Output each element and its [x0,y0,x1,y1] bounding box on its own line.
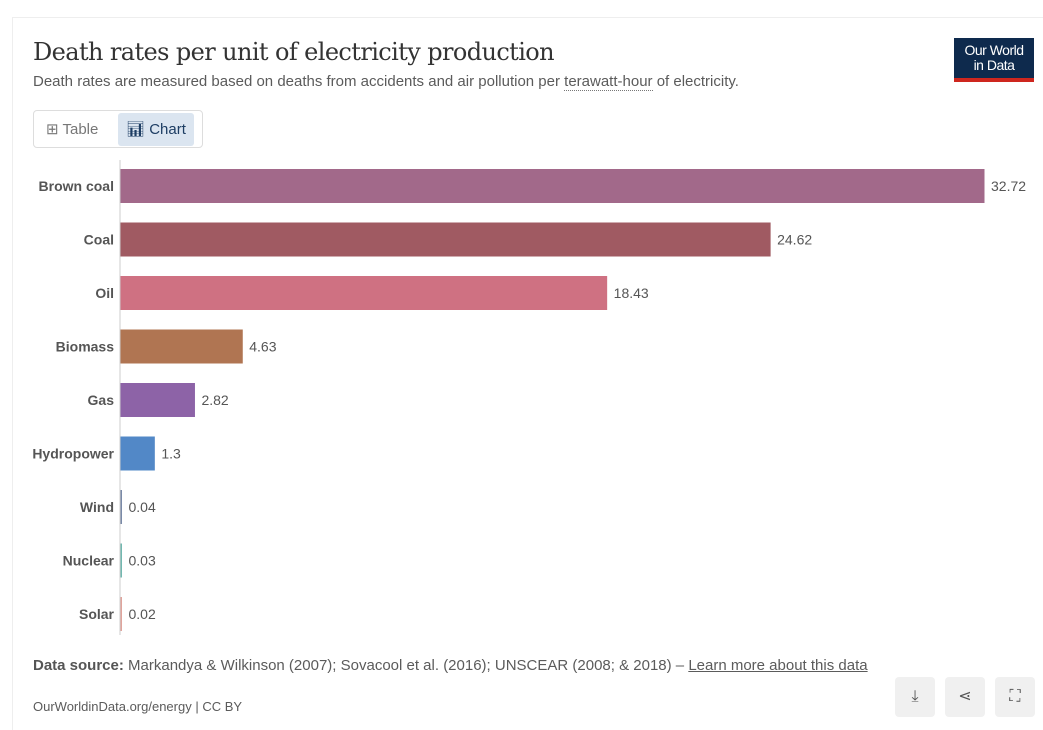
share-button[interactable]: ⋖ [945,677,985,717]
bar[interactable] [120,276,608,310]
bar-chart: Brown coal 32.72 Coal 24.62 Oil 18.43 Biomass 4… [32,160,1026,635]
category-label: Nuclear [63,553,115,569]
chart-icon: 📊︎ [126,121,146,138]
subtitle-text: Death rates are measured based on deaths… [33,73,565,90]
footer-url[interactable]: OurWorldinData.org/energy | CC BY [33,699,243,714]
value-label: 24.62 [777,232,812,248]
source-label: Data source: [33,657,124,674]
logo-line2: in Data [973,57,1015,73]
table-icon: ⊞ [46,121,59,138]
value-label: 0.04 [129,499,156,515]
value-label: 4.63 [249,339,276,355]
value-label: 32.72 [991,178,1026,194]
bar[interactable] [120,222,771,257]
value-label: 18.43 [614,285,649,301]
card [12,17,1043,730]
category-label: Oil [95,285,114,301]
chart-title: Death rates per unit of electricity prod… [33,38,555,66]
learn-more-link[interactable]: Learn more about this data [688,657,868,674]
chart-subtitle: Death rates are measured based on deaths… [33,73,739,91]
share-icon: ⋖ [958,688,972,705]
tab-table[interactable]: ⊞ Table [38,113,106,146]
tab-chart-label: Chart [149,121,186,138]
tab-chart[interactable]: 📊︎ Chart [118,113,194,146]
value-label: 0.03 [129,553,156,569]
logo-line1: Our World [964,42,1024,58]
terawatt-hour-link[interactable]: terawatt-hour [564,73,653,91]
category-label: Brown coal [39,178,114,194]
value-label: 0.02 [129,606,156,622]
fullscreen-button[interactable]: ⛶ [995,677,1035,717]
category-label: Hydropower [32,446,114,462]
category-label: Coal [84,232,114,248]
bar[interactable] [120,383,195,417]
tab-table-label: Table [62,121,99,138]
bar[interactable] [120,436,155,471]
view-toggle: ⊞ Table 📊︎ Chart [33,110,203,148]
download-button[interactable]: ⤓ [895,677,935,717]
owid-logo[interactable]: Our World in Data [954,38,1034,82]
category-label: Gas [88,392,115,408]
bar[interactable] [120,329,243,364]
source-text: Markandya & Wilkinson (2007); Sovacool e… [123,657,689,674]
bar[interactable] [120,543,123,578]
bar[interactable] [120,490,123,524]
fullscreen-icon: ⛶ [1009,688,1021,705]
subtitle-text-end: of electricity. [652,73,739,90]
value-label: 2.82 [201,392,228,408]
download-icon: ⤓ [911,688,919,705]
category-label: Solar [79,606,115,622]
footer-source: Data source: Markandya & Wilkinson (2007… [33,655,893,676]
category-label: Biomass [56,339,115,355]
bar[interactable] [120,597,123,631]
bar[interactable] [120,169,985,203]
value-label: 1.3 [161,446,181,462]
category-label: Wind [80,499,114,515]
